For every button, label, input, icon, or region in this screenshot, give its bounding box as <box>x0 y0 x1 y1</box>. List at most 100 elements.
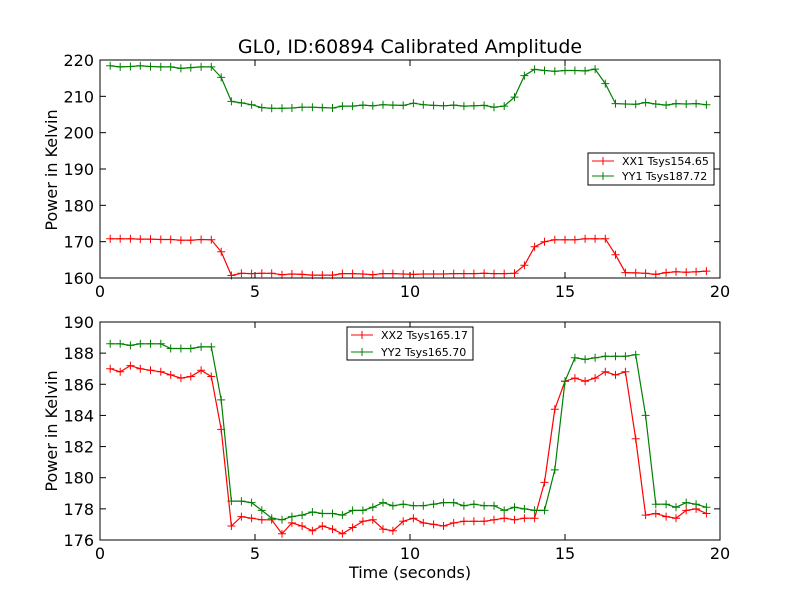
top-series-2-point <box>207 62 216 71</box>
top-series-2-point <box>621 100 630 108</box>
top-legend-marker-yy1 <box>599 172 607 180</box>
bottom-series-2-point <box>116 339 125 348</box>
top-series-2-point <box>146 62 155 71</box>
top-series-1-point <box>601 234 610 243</box>
bottom-series-2-point <box>267 514 276 523</box>
bottom-series-1-point <box>520 514 529 523</box>
bottom-series-1-point <box>338 529 347 538</box>
bottom-series-1-point <box>176 374 185 383</box>
bottom-series-1-point <box>459 517 468 526</box>
top-series-2-point <box>247 100 256 109</box>
top-y-axis-label: Power in Kelvin <box>42 109 61 230</box>
top-series-2-point <box>338 102 347 111</box>
bottom-series-2-point <box>166 344 175 353</box>
bottom-series-2-point <box>570 353 579 362</box>
bottom-series-1-point <box>581 377 590 386</box>
bottom-series-1-point <box>419 518 428 527</box>
top-series-1-point <box>247 269 256 278</box>
bottom-series-2-point <box>641 411 650 420</box>
top-series-2-point <box>156 62 165 71</box>
top-series-2-point <box>510 93 519 102</box>
bottom-series-1-point <box>106 364 115 373</box>
top-series-2-point <box>570 66 579 75</box>
bottom-series-2-point <box>449 498 458 507</box>
top-series-1-point <box>409 270 418 279</box>
top-series-1-point <box>469 269 478 278</box>
bottom-series-2-point <box>672 503 680 512</box>
top-series-2-point <box>641 98 650 107</box>
bottom-series-2-point <box>379 498 387 507</box>
top-series-2-point <box>500 102 509 111</box>
bottom-series-2-point <box>338 511 347 520</box>
top-series-2-point <box>176 64 185 73</box>
top-series-2-point <box>257 103 266 112</box>
top-series-1-point <box>550 235 559 244</box>
bottom-plot-frame <box>99 321 721 541</box>
top-x-tick-label: 20 <box>710 282 730 301</box>
bottom-series-2-point <box>308 508 317 516</box>
top-series-1-point <box>439 270 448 278</box>
top-series-2-point <box>692 99 701 108</box>
bottom-series-markers <box>106 339 711 538</box>
bottom-series-2-point <box>136 339 145 348</box>
bottom-legend-label-yy2: YY2 Tsys165.70 <box>380 346 466 359</box>
bottom-x-tick-label: 20 <box>710 544 730 563</box>
top-series-1-point <box>662 268 671 277</box>
top-series-1-point <box>641 269 650 278</box>
top-series-2-point <box>106 61 115 70</box>
bottom-ticks: 0 5 10 15 20 176 178 180 182 184 186 188 190 <box>63 313 730 563</box>
bottom-series-2-point <box>682 498 691 507</box>
top-series-1-point <box>500 269 509 278</box>
bottom-x-axis-label: Time (seconds) <box>348 563 471 582</box>
bottom-series-2-point <box>439 498 448 507</box>
top-series-2-point <box>439 101 448 110</box>
bottom-series-2-point <box>510 503 519 512</box>
bottom-series-1-point <box>621 367 630 376</box>
top-series-1-point <box>490 269 498 278</box>
bottom-series-1-point <box>449 518 458 527</box>
top-series-2-point <box>530 65 539 74</box>
bottom-series-2-point <box>550 465 559 474</box>
bottom-series-1-point <box>348 523 357 532</box>
top-series-1-point <box>429 270 438 278</box>
bottom-series-1-point <box>429 520 438 529</box>
top-series-1-point <box>237 269 246 278</box>
bottom-x-tick-label: 5 <box>250 544 260 563</box>
top-series-1-point <box>480 269 489 278</box>
bottom-series-1-point <box>540 478 549 487</box>
bottom-series-2-point <box>186 344 195 353</box>
top-x-tick-label: 10 <box>400 282 420 301</box>
chart-title: GL0, ID:60894 Calibrated Amplitude <box>238 36 582 58</box>
top-series-2-point <box>651 100 660 108</box>
top-series-1-point <box>136 235 145 244</box>
top-series-1-point <box>217 247 226 256</box>
top-y-tick-label: 210 <box>63 87 94 106</box>
bottom-series-1-point <box>146 366 155 375</box>
bottom-series-1-point <box>469 517 478 526</box>
top-series-2-point <box>601 79 610 88</box>
top-series-2-point <box>399 101 408 110</box>
top-series-1-point <box>631 268 640 277</box>
bottom-series-2-point <box>328 509 337 518</box>
bottom-series-2-point <box>399 500 408 509</box>
top-x-tick-label: 15 <box>555 282 575 301</box>
bottom-y-tick-label: 182 <box>63 438 94 457</box>
top-series-2-point <box>318 103 327 112</box>
bottom-series-1-point <box>186 372 195 381</box>
bottom-series-1-point <box>358 517 367 526</box>
bottom-series-2-point <box>409 501 418 510</box>
bottom-series-1-point <box>570 374 579 383</box>
bottom-plot: Power in Kelvin Time (seconds) 0 5 10 15 20 1… <box>42 313 730 582</box>
top-series-2-point <box>278 104 286 113</box>
bottom-series-1-point <box>399 517 408 526</box>
top-series-1-point <box>510 269 519 278</box>
bottom-series-2-point <box>500 506 509 515</box>
bottom-series-1-point <box>611 370 620 379</box>
bottom-series-2-point <box>257 506 266 515</box>
top-plot-frame <box>99 59 721 279</box>
top-series-1-point <box>692 267 701 276</box>
bottom-series-2-point <box>530 506 539 515</box>
bottom-series-1-point <box>207 372 216 381</box>
top-series-2-point <box>469 101 478 110</box>
top-series-2-point <box>459 102 468 111</box>
